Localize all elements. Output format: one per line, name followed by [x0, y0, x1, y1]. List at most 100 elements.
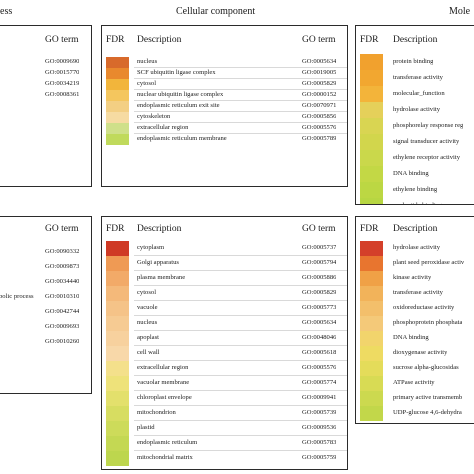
- fdr-color-swatch: [360, 405, 383, 421]
- fdr-color-swatch: [360, 150, 383, 166]
- row-divider: [134, 434, 347, 436]
- row-divider: [134, 121, 347, 123]
- partial-description: bolic process: [0, 293, 34, 300]
- row-description: hydrolase activity: [393, 106, 441, 113]
- row-description: sucrose alpha-glucosidas: [393, 364, 459, 371]
- fdr-color-swatch: [106, 67, 129, 79]
- row-description: endoplasmic reticulum exit site: [137, 102, 220, 109]
- fdr-color-swatch: [360, 134, 383, 150]
- row-divider: [134, 284, 347, 286]
- row-description: SCF ubiquitin ligase complex: [137, 69, 216, 76]
- row-divider: [134, 77, 347, 79]
- row-description: molecular_function: [393, 90, 445, 97]
- fdr-color-swatch: [106, 78, 129, 90]
- fdr-color-swatch: [106, 375, 129, 391]
- row-divider: [134, 299, 347, 301]
- row-go-term: GO:0048046: [302, 334, 337, 341]
- row-description: vacuole: [137, 304, 158, 311]
- row-description: mitochondrial matrix: [137, 454, 193, 461]
- row-description: DNA binding: [393, 334, 429, 341]
- row-divider: [134, 88, 347, 90]
- row-go-term: GO:0000152: [302, 91, 337, 98]
- fdr-color-swatch: [106, 450, 129, 466]
- description-column-header: Description: [393, 224, 438, 234]
- row-description: nucleus: [137, 319, 158, 326]
- fdr-color-swatch: [360, 54, 383, 70]
- go-term-column-header: GO term: [302, 224, 336, 234]
- row-divider: [134, 449, 347, 451]
- row-description: cytoplasm: [137, 244, 165, 251]
- row-go-term: GO:0009941: [302, 394, 337, 401]
- fdr-color-swatch: [106, 315, 129, 331]
- row-description: hydrolase activity: [393, 244, 441, 251]
- row-description: vacuolar membrane: [137, 379, 190, 386]
- row-go-term: GO:0009693: [45, 323, 80, 330]
- fdr-color-swatch: [360, 345, 383, 361]
- fdr-color-swatch: [106, 345, 129, 361]
- row-description: cytosol: [137, 80, 157, 87]
- row-divider: [134, 269, 347, 271]
- fdr-column-header: FDR: [106, 224, 125, 234]
- fdr-column-header: FDR: [106, 35, 125, 45]
- fdr-color-swatch: [106, 133, 129, 145]
- biological-process-top-panel: GO term GO:0009690 GO:0015770 GO:0034219 GO…: [0, 25, 92, 187]
- fdr-color-swatch: [360, 270, 383, 286]
- fdr-color-swatch: [360, 86, 383, 102]
- row-description: cell wall: [137, 349, 160, 356]
- row-go-term: GO:0009536: [302, 424, 337, 431]
- row-description: mitochondrion: [137, 409, 176, 416]
- fdr-color-swatch: [106, 405, 129, 421]
- row-description: plasma membrane: [137, 274, 186, 281]
- fdr-column-header: FDR: [360, 224, 379, 234]
- row-go-term: GO:0009873: [45, 263, 80, 270]
- fdr-color-swatch: [106, 420, 129, 436]
- description-column-header: Description: [137, 35, 182, 45]
- go-term-column-header: GO term: [45, 35, 79, 45]
- row-go-term: GO:0005737: [302, 244, 337, 251]
- row-go-term: GO:0005634: [302, 58, 337, 65]
- row-go-term: GO:0005774: [302, 379, 337, 386]
- fdr-color-swatch: [106, 435, 129, 451]
- row-description: extracellular region: [137, 124, 189, 131]
- row-go-term: GO:0005829: [302, 289, 337, 296]
- row-description: plastid: [137, 424, 155, 431]
- row-divider: [134, 132, 347, 134]
- fdr-column-header: FDR: [360, 35, 379, 45]
- row-go-term: GO:0005576: [302, 124, 337, 131]
- fdr-color-swatch: [106, 390, 129, 406]
- fdr-color-swatch: [360, 330, 383, 346]
- fdr-color-swatch: [106, 330, 129, 346]
- row-description: ATPase activity: [393, 379, 435, 386]
- fdr-color-swatch: [360, 182, 383, 198]
- row-go-term: GO:0042744: [45, 308, 80, 315]
- fdr-color-swatch: [360, 102, 383, 118]
- row-description: endoplasmic reticulum membrane: [137, 135, 227, 142]
- cellular-component-bottom-panel: FDR Description GO term cytoplasm GO:0005…: [101, 216, 348, 470]
- row-description: endoplasmic reticulum: [137, 439, 198, 446]
- row-description: primary active transmemb: [393, 394, 463, 401]
- row-description: kinase activity: [393, 274, 432, 281]
- row-go-term: GO:0034440: [45, 278, 80, 285]
- fdr-color-swatch: [360, 255, 383, 271]
- fdr-color-swatch: [360, 198, 383, 204]
- row-description: dioxygenase activity: [393, 349, 448, 356]
- row-go-term: GO:0005618: [302, 349, 337, 356]
- fdr-color-swatch: [106, 300, 129, 316]
- row-description: cytoskeleton: [137, 113, 171, 120]
- row-description: nuclear ubiquitin ligase complex: [137, 91, 224, 98]
- fdr-color-swatch: [106, 89, 129, 101]
- row-go-term: GO:0015770: [45, 69, 80, 76]
- row-go-term: GO:0010310: [45, 293, 80, 300]
- row-description: ethylene binding: [393, 186, 438, 193]
- row-divider: [134, 66, 347, 68]
- row-go-term: GO:0034219: [45, 80, 80, 87]
- fdr-color-swatch: [360, 70, 383, 86]
- row-divider: [134, 419, 347, 421]
- row-go-term: GO:0005759: [302, 454, 337, 461]
- row-divider: [134, 404, 347, 406]
- fdr-color-swatch: [360, 240, 383, 256]
- row-go-term: GO:0010260: [45, 338, 80, 345]
- row-description: phosphorelay response reg: [393, 122, 464, 129]
- row-description: cytosol: [137, 289, 157, 296]
- biological-process-bottom-panel: GO term bolic process GO:0090332 GO:00098…: [0, 216, 92, 394]
